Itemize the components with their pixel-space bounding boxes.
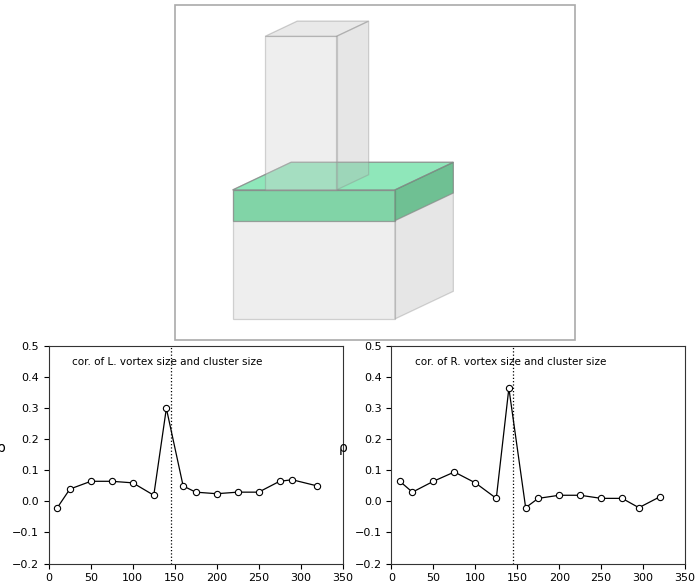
Polygon shape: [233, 162, 454, 190]
Polygon shape: [395, 162, 454, 319]
Polygon shape: [233, 190, 395, 319]
Text: cor. of R. vortex size and cluster size: cor. of R. vortex size and cluster size: [415, 357, 606, 367]
Polygon shape: [265, 21, 368, 36]
Y-axis label: ρ: ρ: [339, 441, 348, 455]
Polygon shape: [265, 36, 336, 190]
Y-axis label: ρ: ρ: [0, 441, 6, 455]
Polygon shape: [336, 21, 368, 190]
Polygon shape: [233, 162, 454, 190]
Text: cor. of L. vortex size and cluster size: cor. of L. vortex size and cluster size: [73, 357, 263, 367]
Polygon shape: [233, 190, 395, 221]
Polygon shape: [395, 162, 454, 221]
